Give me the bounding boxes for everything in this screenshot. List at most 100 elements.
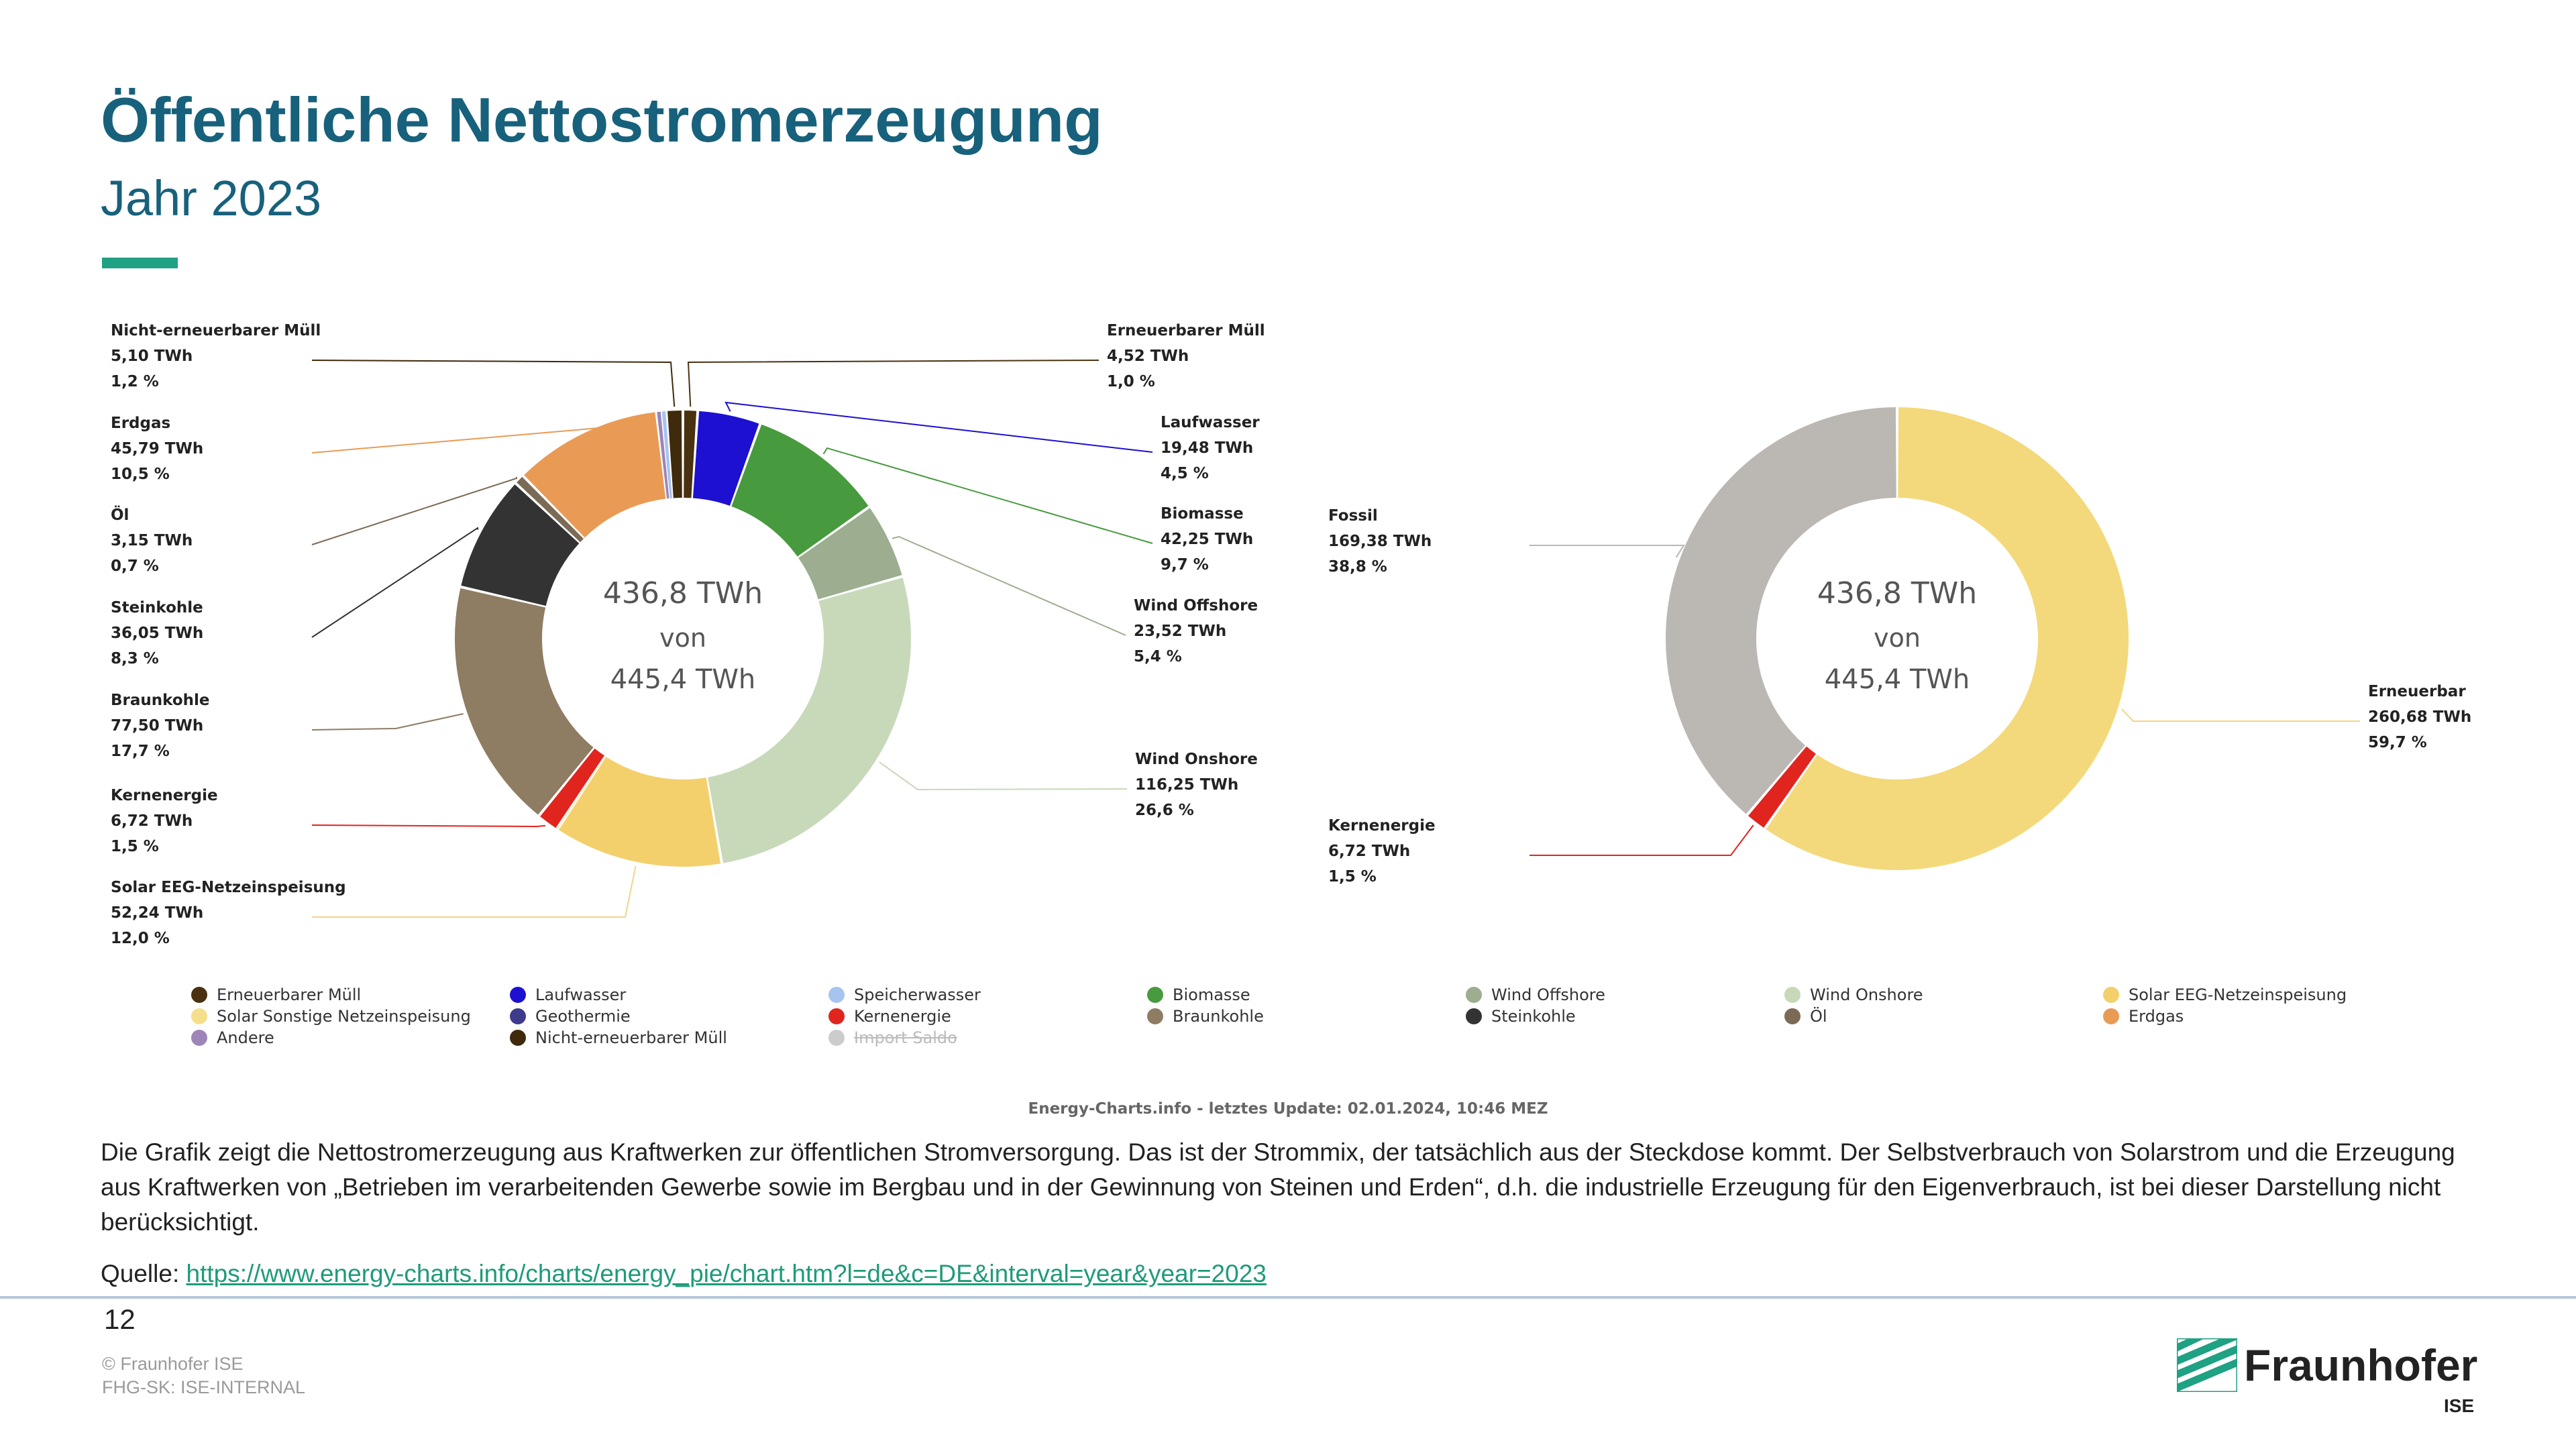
label-wind-onshore-percent: 26,6 % [1135,802,1194,819]
label-steinkohle-value: 36,05 TWh [111,625,203,642]
label-steinkohle-name: Steinkohle [111,599,203,616]
label-laufwasser-value: 19,48 TWh [1161,439,1253,457]
center-text-line-2: von [659,623,706,653]
legend-item-nicht-erneuerbarer-muell[interactable]: Nicht-erneuerbarer Müll [510,1027,727,1049]
label-kernenergie-name: Kernenergie [1328,817,1436,835]
label-kernenergie-value: 6,72 TWh [1328,843,1410,860]
label-fossil-name: Fossil [1328,507,1378,525]
legend-item-oel[interactable]: Öl [1784,1006,1827,1027]
legend-swatch [1466,1008,1482,1024]
legend-label: Speicherwasser [854,985,981,1004]
leader-line-braunkohle [311,713,464,731]
legend-label: Kernenergie [854,1007,951,1026]
legend-item-speicherwasser[interactable]: Speicherwasser [828,984,981,1006]
leader-line-wind-offshore [892,535,1126,636]
legend-item-steinkohle[interactable]: Steinkohle [1466,1006,1576,1027]
legend-label: Wind Onshore [1810,985,1923,1004]
legend-swatch [1147,1008,1163,1024]
slice-kernenergie[interactable] [1748,746,1816,828]
legend-swatch [2103,987,2119,1003]
legend-item-andere[interactable]: Andere [191,1027,274,1049]
legend-item-erneuerbarer-muell[interactable]: Erneuerbarer Müll [191,984,361,1006]
leader-line-erneuerbar [2121,708,2360,722]
label-kernenergie-percent: 1,5 % [1328,868,1377,885]
label-wind-offshore-value: 23,52 TWh [1134,623,1226,640]
legend-item-solar-sonstige-netzeinspeisung[interactable]: Solar Sonstige Netzeinspeisung [191,1006,471,1027]
copyright-text: © Fraunhofer ISE [102,1354,244,1374]
legend-swatch [828,1030,845,1046]
leader-line-steinkohle [311,527,479,638]
legend-label: Braunkohle [1173,1007,1264,1026]
legend-item-wind-offshore[interactable]: Wind Offshore [1466,984,1605,1006]
slice-wind-offshore[interactable] [798,508,902,600]
legend-label: Wind Offshore [1491,985,1605,1004]
legend-item-biomasse[interactable]: Biomasse [1147,984,1250,1006]
legend-item-wind-onshore[interactable]: Wind Onshore [1784,984,1923,1006]
slice-solar-eeg-netzeinspeisung[interactable] [559,757,721,867]
leader-line-fossil [1529,545,1685,558]
label-wind-onshore-name: Wind Onshore [1135,751,1258,768]
legend-item-kernenergie[interactable]: Kernenergie [828,1006,951,1027]
donut-chart-categories: Erneuerbar 260,68 TWh 59,7 % Kernenergie 6,7… [1328,407,2471,885]
leader-line-laufwasser [724,401,1153,453]
legend-label: Steinkohle [1491,1007,1576,1026]
legend-label: Geothermie [535,1007,631,1026]
label-biomasse-value: 42,25 TWh [1161,531,1253,548]
slice-speicherwasser[interactable] [661,411,673,498]
slice-erneuerbar[interactable] [1766,407,2129,871]
donut-charts: Erneuerbarer Müll 4,52 TWh 1,0 % Laufwasser… [111,322,2471,947]
leader-line-erdgas [311,427,608,453]
label-laufwasser-percent: 4,5 % [1161,465,1209,482]
legend-item-erdgas[interactable]: Erdgas [2103,1006,2184,1027]
label-wind-offshore-name: Wind Offshore [1134,597,1258,614]
source-label: Quelle: [101,1260,186,1287]
page-title: Öffentliche Nettostromerzeugung [101,85,1103,155]
label-kernenergie-value: 6,72 TWh [111,812,193,830]
source-reference: Quelle: https://www.energy-charts.info/c… [101,1260,1267,1288]
legend-item-solar-eeg-netzeinspeisung[interactable]: Solar EEG-Netzeinspeisung [2103,984,2347,1006]
slice-steinkohle[interactable] [461,484,580,606]
slice-braunkohle[interactable] [455,588,594,815]
slice-solar-sonstige-netzeinspeisung[interactable] [557,756,606,830]
logo-wordmark: Fraunhofer [2244,1340,2478,1390]
center-text-line-2: von [1874,623,1921,653]
center-text-line-3: 445,4 TWh [1825,664,1970,695]
slice-andere[interactable] [657,411,669,499]
slice-laufwasser[interactable] [692,411,759,506]
slice-wind-onshore[interactable] [708,578,911,863]
label-fossil-value: 169,38 TWh [1328,533,1432,550]
center-text-line-1: 436,8 TWh [1817,576,1977,610]
slice-erdgas[interactable] [524,412,666,538]
slice-nicht-erneuerbarer-muell[interactable] [667,411,682,498]
legend-swatch [510,1030,526,1046]
leader-line-nicht-erneuerbarer-muell [311,360,676,407]
slice-biomasse[interactable] [731,424,869,557]
legend-swatch [191,1030,207,1046]
label-nicht-erneuerbarer-muell-percent: 1,2 % [111,373,159,390]
legend-item-braunkohle[interactable]: Braunkohle [1147,1006,1264,1027]
slice-erneuerbarer-muell[interactable] [684,411,697,498]
slice-kernenergie[interactable] [540,748,604,828]
legend-item-laufwasser[interactable]: Laufwasser [510,984,626,1006]
chart-source-note: Energy-Charts.info - letztes Update: 02.… [1028,1100,1548,1118]
label-erneuerbarer-muell-name: Erneuerbarer Müll [1107,322,1265,339]
label-oel-name: Öl [111,505,129,524]
legend-label: Erdgas [2129,1007,2184,1026]
leader-line-wind-onshore [879,761,1128,791]
footer-divider [0,1296,2576,1299]
leader-line-oel [311,476,518,545]
logo-sub: ISE [2444,1395,2475,1416]
source-link[interactable]: https://www.energy-charts.info/charts/en… [186,1260,1267,1287]
label-braunkohle-name: Braunkohle [111,692,209,709]
slice-fossil[interactable] [1666,407,1896,814]
label-biomasse-name: Biomasse [1161,505,1244,523]
legend-swatch [510,1008,526,1024]
label-erdgas-percent: 10,5 % [111,466,170,483]
slice-oel[interactable] [517,476,584,543]
label-erdgas-name: Erdgas [111,415,170,432]
label-wind-onshore-value: 116,25 TWh [1135,776,1238,794]
label-braunkohle-percent: 17,7 % [111,743,170,760]
legend-item-import-saldo[interactable]: Import Saldo [828,1027,957,1049]
classification-text: FHG-SK: ISE-INTERNAL [102,1377,306,1397]
legend-item-geothermie[interactable]: Geothermie [510,1006,631,1027]
